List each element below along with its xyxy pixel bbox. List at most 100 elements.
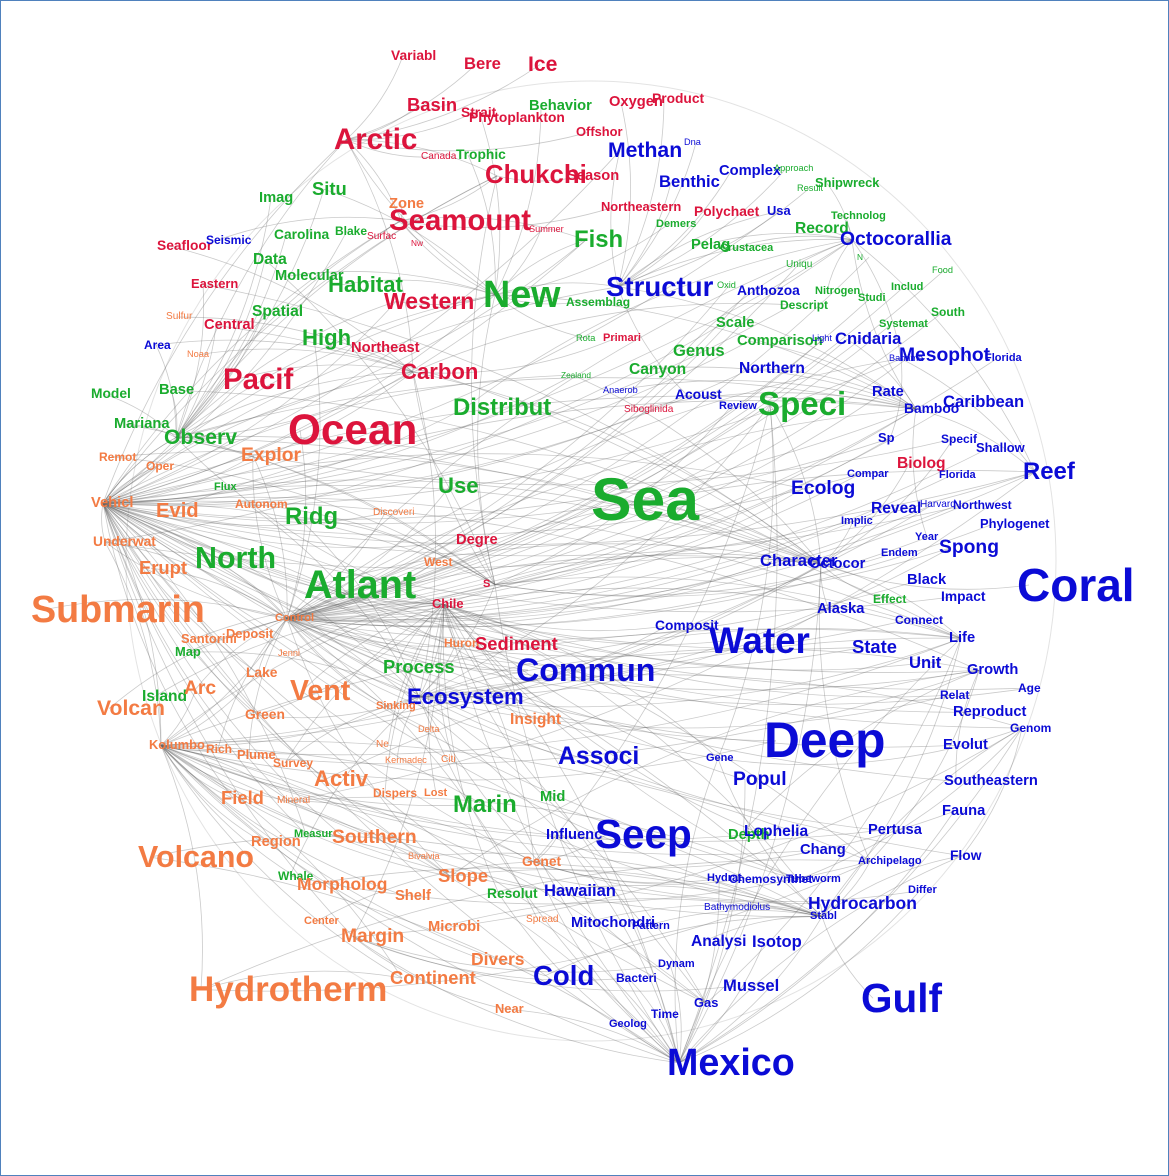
- word-node-resolut: Resolut: [487, 886, 538, 901]
- edge-line: [175, 259, 266, 438]
- edge-line: [248, 618, 288, 756]
- word-node-high: High: [302, 325, 352, 350]
- edge-line: [125, 423, 177, 438]
- edge-line: [678, 564, 822, 1064]
- edge-line: [286, 256, 870, 619]
- edge-line: [160, 618, 288, 746]
- word-node-data: Data: [253, 251, 287, 268]
- edge-line: [102, 239, 587, 504]
- edge-line: [102, 139, 347, 504]
- edge-line: [715, 904, 823, 917]
- word-node-studi: Studi: [858, 292, 886, 304]
- word-node-sinking: Sinking: [376, 700, 416, 712]
- word-node-microbi: Microbi: [428, 919, 481, 935]
- edge-line: [400, 220, 424, 244]
- word-node-spread: Spread: [526, 914, 559, 925]
- word-node-near: Near: [495, 1001, 524, 1016]
- edge-line: [443, 604, 680, 1063]
- edge-line: [506, 1009, 680, 1064]
- edge-line: [110, 456, 496, 585]
- edge-line: [617, 286, 917, 410]
- word-node-season: Season: [567, 168, 620, 184]
- edge-line: [494, 488, 804, 585]
- word-node-archipelago: Archipelago: [858, 855, 922, 867]
- word-node-growth: Growth: [967, 662, 1019, 678]
- edge-line: [215, 324, 822, 565]
- word-node-comparison: Comparison: [737, 333, 823, 349]
- edge-line: [739, 669, 980, 836]
- word-node-life: Life: [949, 630, 976, 646]
- word-node-northeastern: Northeastern: [601, 199, 682, 214]
- word-node-ocean: Ocean: [288, 406, 418, 453]
- edge-line: [400, 207, 614, 229]
- edge-line: [170, 390, 178, 438]
- edge-line: [102, 395, 917, 504]
- word-node-margin: Margin: [341, 926, 405, 947]
- word-node-coral: Coral: [1017, 559, 1135, 611]
- word-node-nitrogen: Nitrogen: [815, 285, 861, 297]
- edge-line: [175, 311, 265, 438]
- edge-line: [750, 368, 917, 410]
- word-node-ecolog: Ecolog: [791, 478, 856, 499]
- word-node-center: Center: [304, 915, 339, 927]
- edge-line: [617, 182, 672, 288]
- word-node-basin: Basin: [407, 94, 458, 115]
- edge-line: [175, 294, 496, 438]
- edge-line: [819, 903, 823, 917]
- edge-line: [912, 408, 928, 538]
- edge-line: [155, 339, 414, 373]
- edge-line: [102, 175, 498, 504]
- edge-line: [286, 618, 980, 691]
- edge-line: [286, 408, 917, 619]
- edge-line: [160, 740, 777, 781]
- word-node-canyon: Canyon: [629, 361, 687, 378]
- edge-line: [400, 204, 403, 221]
- edge-line: [108, 618, 288, 709]
- edge-line: [678, 727, 1023, 1064]
- word-node-shallow: Shallow: [976, 440, 1025, 455]
- word-node-acoust: Acoust: [675, 387, 722, 402]
- edge-line: [537, 919, 680, 1064]
- edge-line: [955, 670, 980, 782]
- edge-line: [438, 604, 454, 761]
- edge-line: [102, 503, 327, 780]
- edge-line: [806, 228, 853, 241]
- edge-line: [160, 745, 408, 897]
- edge-line: [443, 556, 822, 605]
- word-node-gulf: Gulf: [861, 975, 942, 1021]
- word-node-sea: Sea: [591, 465, 699, 533]
- edge-line: [286, 618, 451, 877]
- word-node-evid: Evid: [156, 500, 199, 522]
- edge-line: [286, 448, 989, 619]
- edge-line: [533, 404, 771, 863]
- word-node-geolog: Geolog: [609, 1018, 647, 1030]
- edge-line: [102, 230, 348, 504]
- edge-line: [494, 547, 952, 597]
- word-node-activ: Activ: [314, 766, 369, 791]
- word-node-impact: Impact: [941, 589, 986, 604]
- edge-line: [820, 563, 1030, 590]
- edge-line: [498, 893, 680, 1064]
- edge-line: [102, 301, 397, 504]
- edge-line: [286, 618, 956, 748]
- word-node-kermadec: Kermadec: [385, 755, 427, 765]
- word-node-relat: Relat: [940, 688, 970, 702]
- edge-line: [610, 150, 621, 287]
- word-node-northern: Northern: [739, 360, 805, 377]
- edge-line: [286, 618, 777, 742]
- edge-line: [104, 239, 853, 543]
- edge-line: [443, 604, 523, 721]
- edge-line: [443, 604, 922, 671]
- edge-line: [352, 936, 629, 981]
- word-node-light: Light: [812, 333, 832, 343]
- edge-line: [449, 869, 823, 917]
- word-node-approach: Approach: [774, 163, 814, 173]
- edge-line: [443, 604, 746, 781]
- edge-line: [345, 139, 434, 158]
- edge-line: [246, 503, 420, 698]
- edge-line: [252, 455, 288, 619]
- edge-line: [614, 380, 917, 410]
- network-boundary-ring: [125, 80, 1057, 1042]
- edge-line: [286, 264, 799, 619]
- word-node-character: Character: [760, 551, 838, 570]
